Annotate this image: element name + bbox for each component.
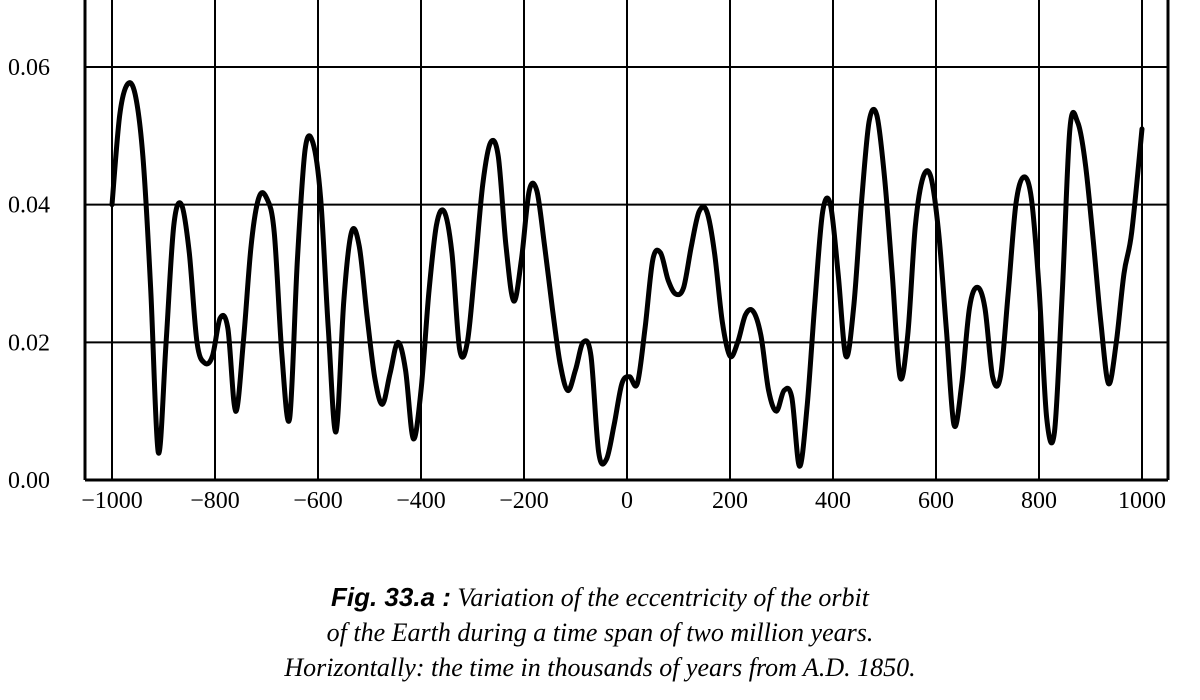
plot-frame [83, 0, 1170, 482]
y-tick-label: 0.04 [8, 193, 50, 219]
caption-line-2: of the Earth during a time span of two m… [326, 618, 874, 647]
x-tick-label: −200 [499, 488, 549, 514]
x-tick-label: −1000 [81, 488, 143, 514]
x-tick-label: 800 [1021, 488, 1057, 514]
caption-line-1: Fig. 33.a : Variation of the eccentricit… [0, 580, 1200, 615]
figure-label: Fig. 33.a : [330, 582, 451, 612]
figure-caption: Fig. 33.a : Variation of the eccentricit… [0, 580, 1200, 685]
x-tick-label: −400 [396, 488, 446, 514]
x-tick-label: 200 [712, 488, 748, 514]
x-tick-label: 400 [815, 488, 851, 514]
caption-text-1: Variation of the eccentricity of the orb… [450, 583, 869, 612]
x-tick-label: 1000 [1118, 488, 1166, 514]
y-tick-label: 0.00 [8, 468, 50, 494]
x-tick-label: −800 [190, 488, 240, 514]
y-axis-ticks: 0.00 0.02 0.04 0.06 [8, 55, 50, 494]
x-tick-label: −600 [293, 488, 343, 514]
eccentricity-series-line [109, 80, 1145, 469]
x-axis-ticks: −1000 −800 −600 −400 −200 0 200 400 600 800 1000 [81, 488, 1166, 514]
x-tick-label: 600 [918, 488, 954, 514]
series-layer [109, 80, 1145, 469]
y-tick-label: 0.02 [8, 330, 50, 356]
grid [85, 0, 1168, 480]
y-tick-label: 0.06 [8, 55, 50, 81]
x-tick-label: 0 [621, 488, 633, 514]
eccentricity-chart: −1000 −800 −600 −400 −200 0 200 400 600 800 1000 0… [8, 0, 1170, 514]
caption-line-3: Horizontally: the time in thousands of y… [284, 653, 916, 682]
